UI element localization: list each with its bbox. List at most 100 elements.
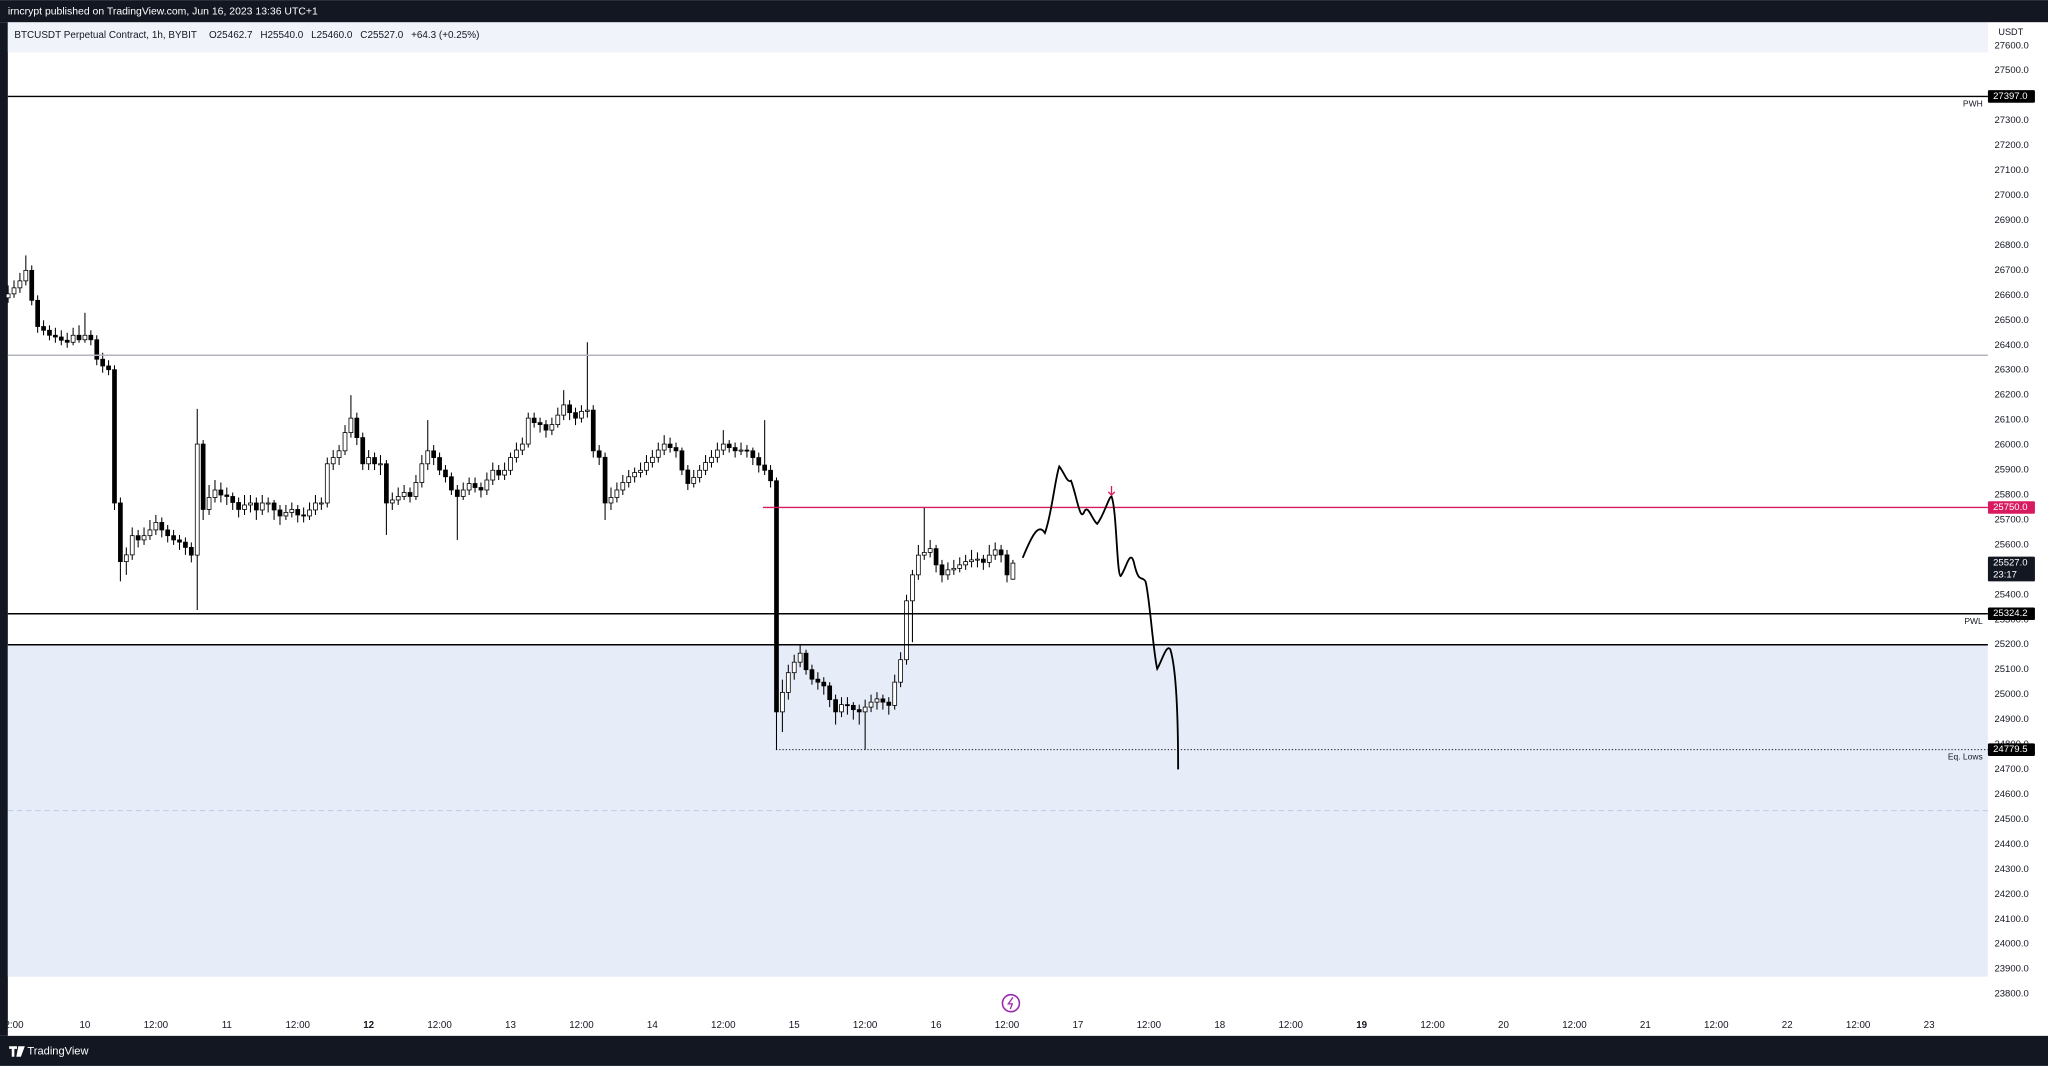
x-tick-label: 13 <box>505 1020 516 1031</box>
y-tick-label: 24100.0 <box>1994 914 2028 925</box>
candle-body <box>915 554 921 576</box>
legend-value: +64.3 (+0.25%) <box>411 30 479 41</box>
y-tick-label: 26300.0 <box>1994 365 2028 376</box>
x-tick-label: 20 <box>1498 1020 1509 1031</box>
candle-body <box>313 502 318 511</box>
candle-body <box>738 449 744 452</box>
candle-body <box>537 422 543 426</box>
candle-body <box>230 496 236 503</box>
candle-body <box>129 535 135 556</box>
candle-body <box>354 417 360 438</box>
y-tick-label: 27100.0 <box>1994 165 2028 176</box>
event-icon-bolt <box>1007 996 1014 1010</box>
candle-body <box>259 502 265 511</box>
y-tick-label: 26700.0 <box>1994 265 2028 276</box>
candle-body <box>1010 562 1016 580</box>
x-tick-label: 2:00 <box>4 1020 24 1031</box>
x-tick-label: 18 <box>1214 1020 1225 1031</box>
candle-body <box>342 432 348 452</box>
candle-body <box>549 424 555 431</box>
candle-body <box>602 456 608 504</box>
price-label-box <box>1987 607 2035 621</box>
candle-body <box>803 652 809 671</box>
candle-body <box>945 569 951 576</box>
bottom-bar <box>0 1035 2048 1066</box>
candle-body <box>963 561 968 566</box>
x-tick-label: 12:00 <box>1704 1020 1729 1031</box>
y-tick-label: 27500.0 <box>1994 65 2028 76</box>
candle-body <box>679 450 685 471</box>
candle-body <box>667 443 673 448</box>
candle-body <box>58 336 64 341</box>
candle-body <box>590 409 596 452</box>
price-label-box <box>1987 743 2035 756</box>
candle-body <box>525 417 531 445</box>
left-border <box>0 22 8 1036</box>
candle-body <box>348 417 354 433</box>
y-tick-label: 26500.0 <box>1994 315 2028 326</box>
projection-drawing <box>1021 464 1180 770</box>
candle-body <box>845 704 850 707</box>
candle-body <box>23 269 29 282</box>
candle-body <box>283 512 289 517</box>
event-icon[interactable] <box>1001 993 1021 1013</box>
candle-body <box>88 334 94 341</box>
candle-body <box>508 457 513 471</box>
y-tick-label: 25700.0 <box>1994 514 2028 525</box>
candle-body <box>821 681 827 687</box>
candle-body <box>425 450 431 465</box>
candle-body <box>76 334 82 341</box>
candle-body <box>850 704 856 711</box>
candle-body <box>218 489 224 496</box>
candle-body <box>596 450 602 458</box>
candle-body <box>579 410 584 419</box>
brand-name: TradingView <box>27 1045 89 1057</box>
candle-body <box>177 539 182 543</box>
y-tick-label: 23900.0 <box>1994 964 2028 975</box>
y-tick-label: 25200.0 <box>1994 639 2028 650</box>
legend-value: H25540.0 <box>260 30 303 41</box>
candle-body <box>519 443 525 451</box>
candle-body <box>732 447 738 452</box>
candle-body <box>443 469 448 478</box>
price-axis <box>1987 22 2048 1036</box>
candle-body <box>100 358 106 367</box>
candle-body <box>986 554 992 563</box>
y-tick-label: 26600.0 <box>1994 290 2028 301</box>
y-tick-label: 25100.0 <box>1994 664 2028 675</box>
candle-body <box>756 457 762 466</box>
candle-body <box>5 293 11 299</box>
candle-body <box>910 574 915 602</box>
y-tick-label: 24600.0 <box>1994 789 2028 800</box>
y-tick-label: 25400.0 <box>1994 589 2028 600</box>
price-label-box <box>1987 90 2035 103</box>
candle-body <box>780 692 785 713</box>
candle-body <box>17 280 23 289</box>
y-tick-label: 26000.0 <box>1994 440 2028 451</box>
x-tick-label: 12:00 <box>1562 1020 1587 1031</box>
candle-body <box>868 701 874 708</box>
candle-body <box>809 669 815 680</box>
candle-body <box>691 477 697 484</box>
y-tick-label: 26900.0 <box>1994 215 2028 226</box>
current-price-label: 25527.0 <box>1993 558 2027 569</box>
candle-body <box>886 701 892 706</box>
candle-body <box>490 469 496 481</box>
candle-body <box>892 681 898 706</box>
candle-body <box>827 685 833 701</box>
candle-body <box>555 414 561 426</box>
candle-body <box>874 698 880 703</box>
x-tick-label: 12:00 <box>995 1020 1020 1031</box>
candle-body <box>407 492 413 497</box>
candle-body <box>437 457 442 471</box>
candle-body <box>224 494 230 497</box>
candle-body <box>41 326 46 331</box>
y-tick-label: 25600.0 <box>1994 539 2028 550</box>
candle-body <box>419 463 425 483</box>
candle-body <box>165 529 171 537</box>
price-label-box <box>1987 501 2035 514</box>
candle-body <box>112 369 117 504</box>
candle-body <box>171 535 176 541</box>
candle-body <box>47 329 52 336</box>
